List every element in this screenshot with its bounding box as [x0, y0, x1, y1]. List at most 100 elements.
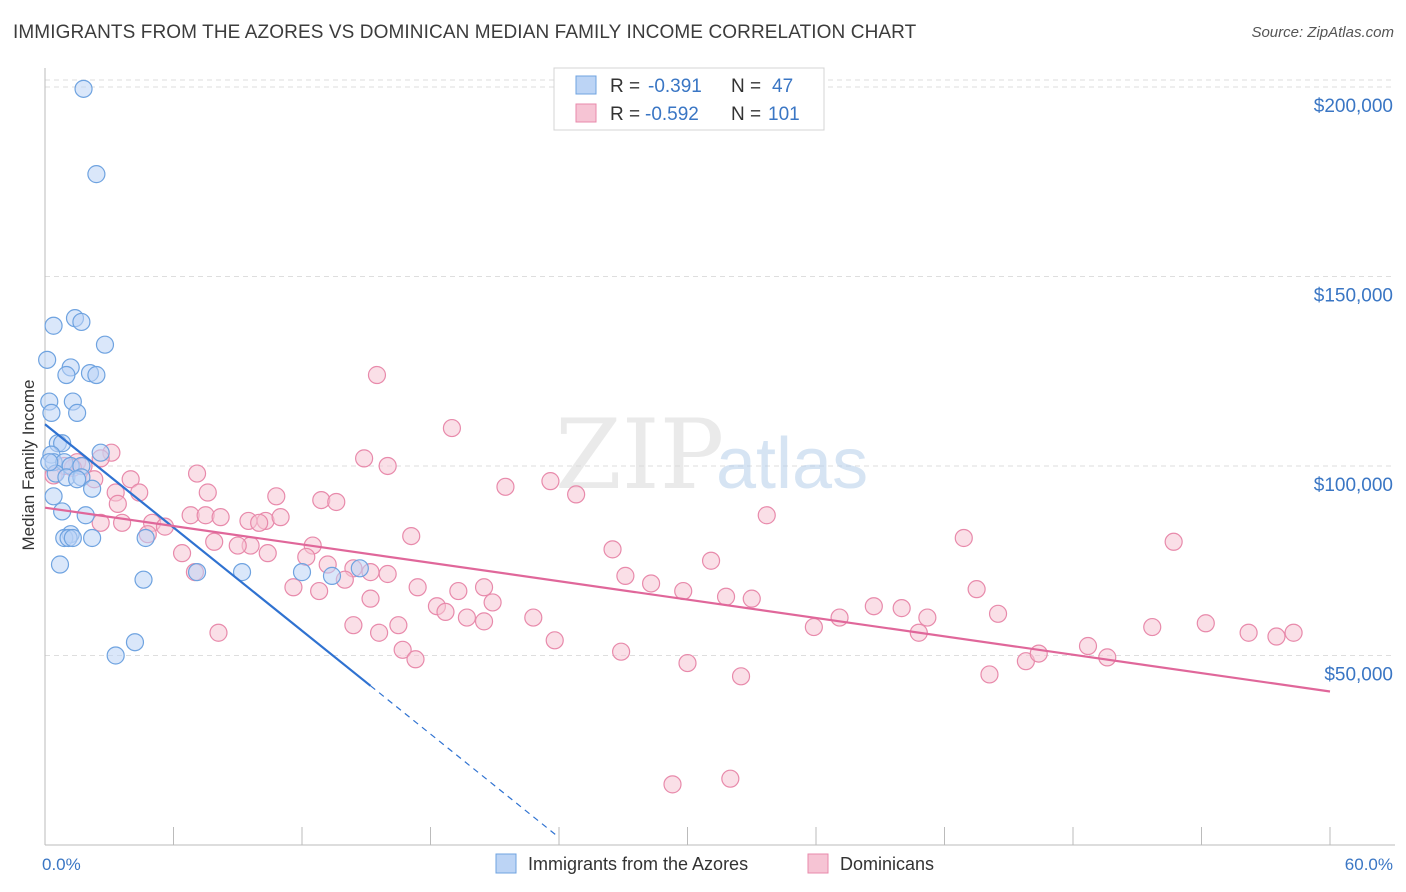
- dominicans-point: [121, 470, 140, 489]
- dominicans-point: [130, 483, 149, 502]
- azores-point: [91, 443, 110, 462]
- y-tick-label: $200,000: [1314, 96, 1393, 117]
- dominicans-point: [271, 508, 290, 527]
- azores-point: [87, 165, 106, 184]
- azores-point: [68, 470, 87, 489]
- y-axis-label: Median Family Income: [19, 379, 38, 550]
- dominicans-point: [474, 612, 494, 631]
- azores-point: [42, 403, 61, 423]
- dominicans-point: [408, 578, 427, 597]
- stats-n-label-pink: N =: [731, 104, 761, 125]
- stats-r-value-pink: -0.592: [645, 104, 699, 125]
- stats-swatch-pink: [575, 103, 597, 123]
- stats-r-value-blue: -0.391: [648, 76, 702, 97]
- legend-swatch-dominicans: [807, 853, 829, 874]
- dominicans-point: [678, 653, 697, 673]
- dominicans-point: [980, 665, 999, 684]
- dominicans-point: [1239, 623, 1258, 642]
- x-tick-label-min: 0.0%: [42, 855, 81, 874]
- dominicans-point: [1164, 532, 1183, 551]
- dominicans-point: [267, 487, 286, 506]
- dominicans-point: [892, 599, 911, 618]
- chart-title: IMMIGRANTS FROM THE AZORES VS DOMINICAN …: [13, 22, 917, 43]
- dominicans-point: [541, 472, 560, 491]
- dominicans-point: [1143, 617, 1162, 637]
- dominicans-point: [449, 581, 468, 601]
- dominicans-point: [731, 667, 751, 686]
- dominicans-point: [355, 449, 374, 468]
- azores-point: [83, 479, 102, 498]
- dominicans-point: [344, 616, 363, 635]
- azores-point: [136, 528, 155, 548]
- stats-n-value-pink: 101: [768, 104, 800, 125]
- series-dominicans: [44, 365, 1303, 794]
- series-legend: Immigrants from the Azores Dominicans: [495, 853, 934, 874]
- azores-trend-extension: [370, 685, 560, 838]
- dominicans-point: [804, 617, 823, 637]
- dominicans-point: [393, 640, 412, 659]
- dominicans-point: [524, 608, 543, 627]
- azores-point: [63, 528, 82, 548]
- azores-point: [134, 570, 153, 589]
- stats-legend-box: [553, 67, 825, 131]
- dominicans-point: [674, 581, 693, 601]
- stats-r-label-blue: R =: [610, 76, 640, 97]
- y-tick-label: $100,000: [1314, 475, 1393, 496]
- dominicans-point: [209, 623, 228, 642]
- azores-point: [74, 79, 93, 98]
- x-tick-label-max: 60.0%: [1345, 855, 1393, 874]
- trend-lines: [44, 423, 1331, 838]
- azores-point: [106, 646, 125, 665]
- watermark: ZIP atlas: [555, 399, 868, 511]
- dominicans-point: [1284, 623, 1303, 642]
- dominicans-point: [641, 574, 661, 593]
- dominicans-point: [370, 623, 389, 642]
- dominicans-point: [457, 608, 477, 627]
- dominicans-point: [567, 485, 586, 504]
- dominicans-point: [954, 528, 973, 548]
- dominicans-point: [474, 578, 494, 597]
- azores-point: [38, 350, 57, 369]
- dominicans-point: [378, 564, 397, 584]
- dominicans-point: [389, 616, 408, 635]
- azores-point: [350, 559, 369, 578]
- watermark-atlas: atlas: [716, 424, 868, 504]
- y-tick-labels: $50,000 $100,000 $150,000 $200,000: [1314, 96, 1393, 686]
- stats-swatch-blue: [575, 75, 597, 95]
- dominicans-point: [228, 536, 247, 555]
- dominicans-point: [603, 540, 622, 559]
- dominicans-point: [312, 490, 331, 510]
- azores-point: [125, 633, 145, 652]
- source-label: Source: ZipAtlas.com: [1251, 24, 1394, 41]
- azores-point: [187, 563, 207, 582]
- dominicans-point: [402, 526, 421, 546]
- dominicans-point: [1267, 627, 1286, 646]
- dominicans-point: [612, 642, 631, 661]
- dominicans-point: [918, 608, 937, 627]
- dominicans-point: [367, 365, 387, 385]
- azores-point: [50, 555, 70, 574]
- dominicans-point: [250, 513, 269, 532]
- dominicans-point: [864, 597, 883, 616]
- dominicans-point: [1078, 636, 1098, 656]
- dominicans-point: [988, 604, 1008, 623]
- dominicans-point: [211, 508, 230, 527]
- stats-legend: R = -0.391 N = 47 R = -0.592 N = 101: [553, 67, 825, 131]
- dominicans-point: [406, 650, 425, 669]
- dominicans-point: [297, 547, 316, 567]
- dominicans-point: [108, 494, 127, 513]
- dominicans-point: [284, 578, 303, 597]
- dominicans-point: [545, 631, 564, 650]
- azores-point: [232, 563, 252, 582]
- legend-swatch-azores: [495, 853, 517, 874]
- azores-point: [68, 403, 87, 423]
- stats-n-label-blue: N =: [731, 76, 761, 97]
- y-tick-label: $50,000: [1324, 664, 1393, 685]
- dominicans-point: [616, 566, 635, 585]
- azores-point: [95, 335, 115, 354]
- azores-point: [57, 365, 76, 385]
- dominicans-point: [701, 551, 721, 570]
- dominicans-point: [378, 456, 397, 476]
- azores-point: [322, 566, 342, 585]
